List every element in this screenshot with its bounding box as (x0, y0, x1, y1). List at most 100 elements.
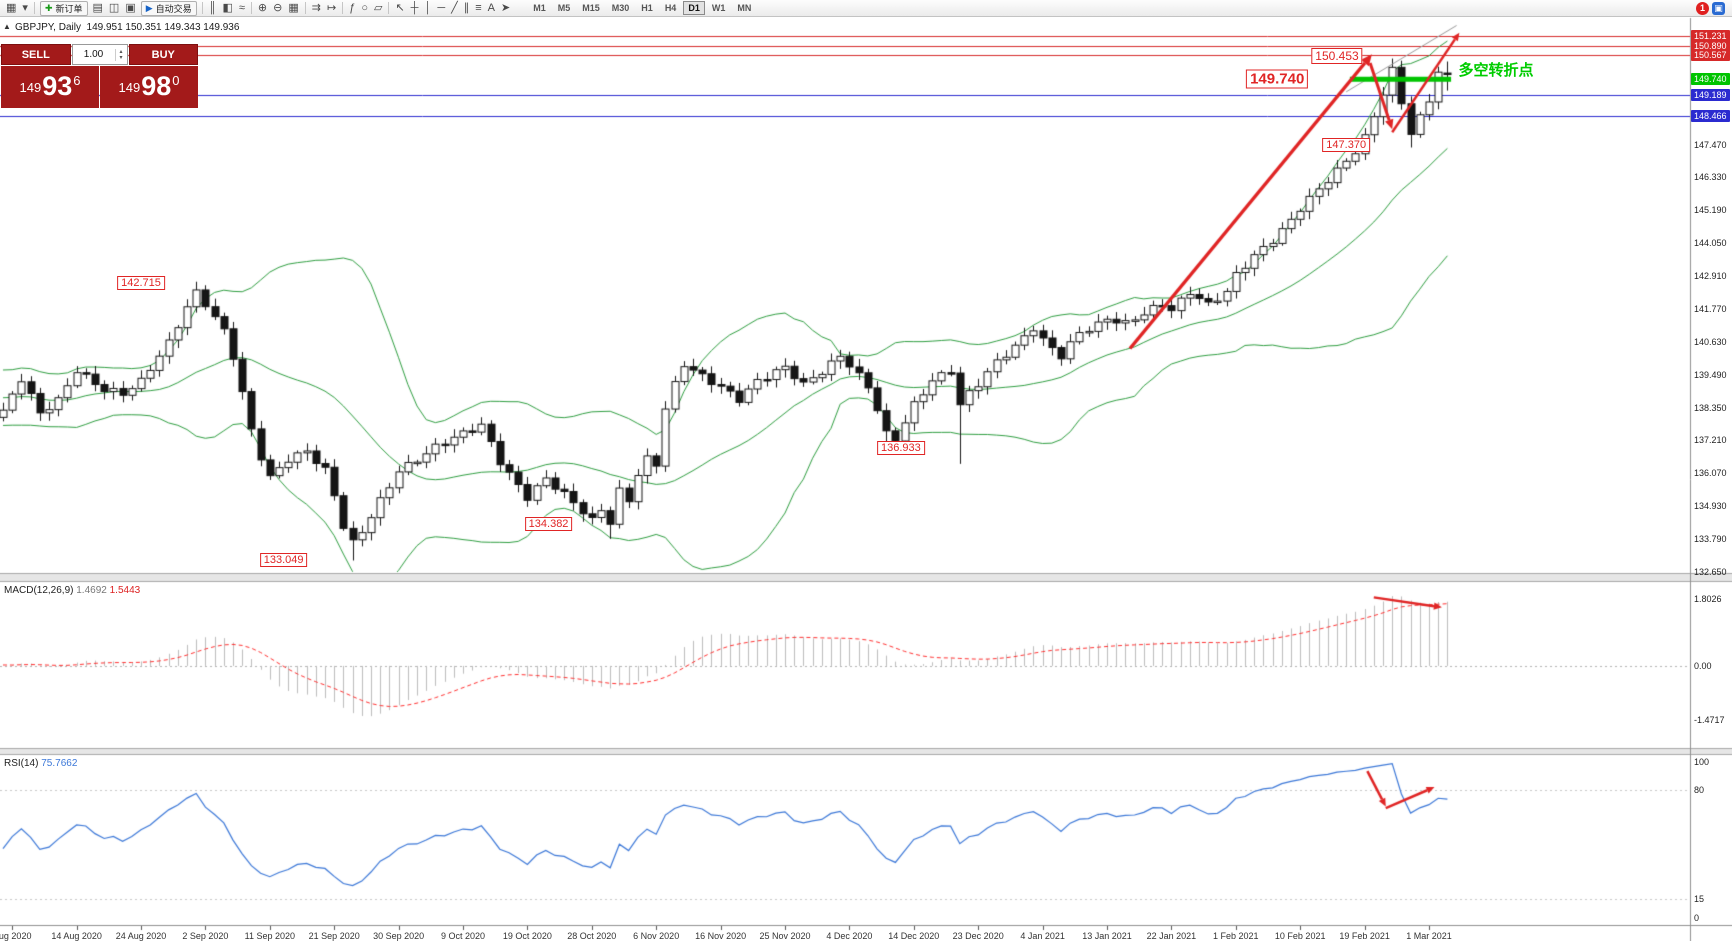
sell-price-pips: 93 (42, 71, 73, 101)
price-annotation-label[interactable]: 150.453 (1311, 47, 1363, 64)
auto-trading-button-icon: ▶ (145, 2, 153, 13)
chart-dropdown-caret-icon[interactable]: ▾ (22, 1, 28, 14)
date-label: 14 Dec 2020 (888, 931, 940, 941)
rsi-label: RSI(14) (4, 758, 39, 769)
chart-shift-icon[interactable]: ↦ (326, 1, 337, 14)
trendline-icon[interactable]: ╱ (451, 1, 458, 14)
volume-up-icon[interactable]: ▴ (119, 48, 123, 55)
one-click-collapse-icon[interactable]: ▲ (3, 22, 11, 31)
arrows-tool-icon[interactable]: ➤ (501, 1, 511, 14)
volume-value[interactable]: 1.00 (83, 49, 104, 60)
timeframe-h1[interactable]: H1 (641, 3, 653, 13)
rsi-axis-label: 100 (1694, 757, 1710, 767)
auto-scroll-icon[interactable]: ⇉ (311, 1, 321, 14)
price-tick: 133.790 (1694, 534, 1727, 545)
toolbar-separator (388, 2, 390, 14)
date-label: 11 Sep 2020 (244, 931, 295, 941)
volume-stepper[interactable]: 1.00 ▴ ▾ (71, 44, 128, 65)
price-annotation-label[interactable]: 149.740 (1246, 69, 1309, 89)
auto-trading-button[interactable]: ▶ 自动交易 (140, 0, 197, 16)
price-level-badge: 151.231 (1691, 30, 1730, 43)
toolbar: ▦ ▾ ✚ 新订单 ▤ ◫ ▣ ▶ 自动交易 ║ ◧ ≈ ⊕ ⊖ ▦ ⇉ ↦ ƒ ○ ▱ ↖ ┼ │ ─ ╱ ∥ ≡ A ➤ M1 M5 M… (0, 0, 1732, 17)
indicators-icon[interactable]: ƒ (349, 1, 356, 14)
price-annotation-label[interactable]: 147.370 (1322, 138, 1371, 153)
price-tick: 141.770 (1694, 303, 1727, 314)
buy-price-display[interactable]: 149 98 0 (100, 66, 198, 108)
templates-icon[interactable]: ▱ (373, 1, 383, 14)
zoom-out-icon[interactable]: ⊖ (273, 1, 283, 14)
volume-down-icon[interactable]: ▾ (119, 54, 123, 61)
candlestick-chart-icon[interactable]: ◧ (222, 1, 233, 14)
sell-button[interactable]: SELL (1, 44, 71, 65)
new-chart-icon[interactable]: ▦ (6, 1, 17, 14)
price-annotation-label[interactable]: 136.933 (877, 440, 925, 455)
time-axis[interactable]: Aug 2020 14 Aug 2020 24 Aug 2020 2 Sep 2020… (0, 927, 1690, 941)
timeframe-m5[interactable]: M5 (557, 3, 571, 13)
rsi-axis-label: 80 (1694, 784, 1705, 795)
date-label: 4 Dec 2020 (826, 931, 873, 941)
price-annotation-label[interactable]: 133.049 (259, 552, 308, 567)
price-scale[interactable]: 147.470 146.330 145.190 144.050 142.910 141.7… (1691, 0, 1732, 941)
vertical-line-icon[interactable]: │ (424, 1, 432, 14)
date-label: 14 Aug 2020 (51, 931, 102, 941)
price-annotation-label[interactable]: 134.382 (524, 516, 573, 531)
timeframe-m15[interactable]: M15 (582, 3, 600, 13)
one-click-trading-panel: SELL 1.00 ▴ ▾ BUY 149 93 6 149 98 0 (1, 44, 198, 108)
rsi-header: RSI(14) 75.7662 (4, 758, 77, 769)
price-tick: 134.930 (1694, 501, 1727, 512)
buy-button[interactable]: BUY (128, 44, 198, 65)
date-label: 30 Sep 2020 (373, 931, 425, 941)
date-label: 16 Nov 2020 (695, 931, 747, 941)
auto-trading-button-label: 自动交易 (155, 3, 192, 14)
date-label: 1 Mar 2021 (1406, 931, 1452, 941)
line-chart-icon[interactable]: ≈ (238, 1, 245, 14)
timeframe-d1[interactable]: D1 (683, 1, 705, 15)
date-label: 22 Jan 2021 (1146, 931, 1197, 941)
timeframe-buttons: M1 M5 M15 M30 H1 H4 D1 W1 MN (527, 1, 757, 15)
chart-ohlc-header: GBPJPY, Daily 149.951 150.351 149.343 14… (15, 22, 240, 33)
new-order-button-label: 新订单 (55, 3, 83, 14)
date-label: 6 Nov 2020 (633, 931, 680, 941)
periods-icon[interactable]: ○ (361, 1, 368, 14)
bar-chart-icon[interactable]: ║ (208, 1, 217, 14)
price-tick: 146.330 (1694, 172, 1727, 183)
terminal-icon[interactable]: ▣ (125, 1, 136, 14)
crosshair-icon[interactable]: ┼ (410, 1, 419, 14)
timeframe-w1[interactable]: W1 (711, 3, 726, 13)
navigator-icon[interactable]: ◫ (108, 1, 120, 14)
community-icon[interactable]: ▣ (1712, 1, 1725, 15)
price-tick: 140.630 (1694, 336, 1727, 347)
toolbar-separator (201, 2, 203, 14)
timeframe-h4[interactable]: H4 (664, 3, 677, 13)
cursor-icon[interactable]: ↖ (395, 1, 405, 14)
horizontal-line-icon[interactable]: ─ (437, 1, 446, 14)
volume-spin-buttons[interactable]: ▴ ▾ (114, 48, 127, 61)
price-annotation-label[interactable]: 142.715 (117, 276, 165, 291)
fibonacci-icon[interactable]: ≡ (475, 1, 482, 14)
toolbar-separator (33, 2, 35, 14)
sell-price-display[interactable]: 149 93 6 (1, 66, 99, 108)
date-label: 19 Feb 2021 (1339, 931, 1390, 941)
buy-price-pips: 98 (141, 71, 172, 101)
timeframe-mn[interactable]: MN (737, 3, 752, 13)
zoom-in-icon[interactable]: ⊕ (257, 1, 268, 14)
date-label: 21 Sep 2020 (308, 931, 360, 941)
new-order-button-icon: ✚ (44, 2, 53, 13)
timeframe-m30[interactable]: M30 (611, 3, 630, 13)
macd-axis-label: 1.8026 (1694, 594, 1722, 605)
timeframe-m1[interactable]: M1 (533, 3, 546, 13)
price-level-badge: 150.890 (1691, 39, 1730, 52)
price-tick: 147.470 (1694, 139, 1727, 150)
new-order-button[interactable]: ✚ 新订单 (39, 0, 88, 16)
text-label-icon[interactable]: A (487, 1, 496, 14)
buy-price-whole: 149 (118, 80, 141, 95)
sell-price-whole: 149 (19, 80, 42, 95)
tile-windows-icon[interactable]: ▦ (288, 1, 299, 14)
notifications-badge[interactable]: 1 (1696, 1, 1709, 15)
equidistant-channel-icon[interactable]: ∥ (463, 1, 470, 14)
date-label: Aug 2020 (0, 931, 32, 941)
macd-axis-label: 0.00 (1694, 660, 1712, 671)
market-watch-icon[interactable]: ▤ (92, 1, 103, 14)
text-annotation-label[interactable]: 多空转折点 (1458, 61, 1534, 79)
